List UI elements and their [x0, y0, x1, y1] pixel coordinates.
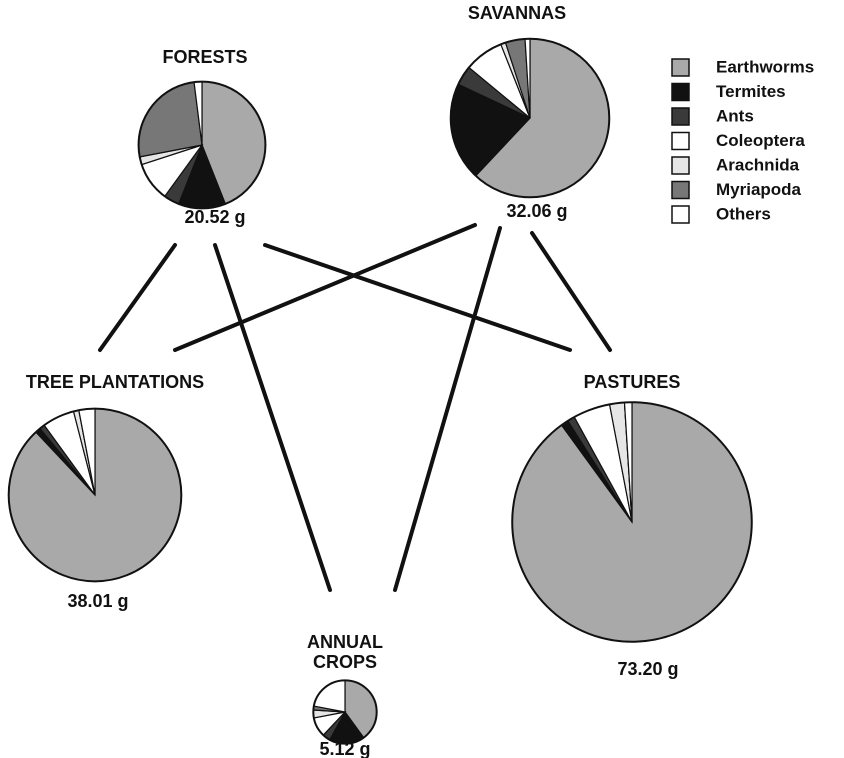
connector — [173, 223, 477, 352]
pie-total: 38.01 g — [67, 591, 128, 611]
pie-total: 5.12 g — [319, 739, 370, 758]
legend-label: Others — [716, 204, 771, 223]
legend-label: Coleoptera — [716, 131, 805, 150]
pie-total: 32.06 g — [506, 201, 567, 221]
legend-swatch — [671, 131, 690, 151]
connector — [98, 243, 177, 352]
legend-label: Earthworms — [716, 57, 814, 76]
pie-total: 73.20 g — [617, 659, 678, 679]
legend-label: Termites — [716, 82, 786, 101]
pie-outline — [7, 407, 183, 583]
connector — [213, 243, 332, 592]
legend-swatch — [671, 180, 690, 200]
pie-title: SAVANNAS — [468, 3, 566, 23]
pie-outline — [449, 37, 611, 199]
connector — [393, 226, 502, 592]
pie-title: CROPS — [313, 652, 377, 672]
legend-swatch — [671, 107, 690, 126]
pie-total: 20.52 g — [184, 207, 245, 227]
connections — [98, 223, 612, 592]
legend-swatch — [671, 156, 690, 175]
pie-slice — [137, 81, 203, 158]
pie-outline — [312, 679, 378, 745]
pie-title: TREE PLANTATIONS — [26, 372, 204, 392]
legend-swatch — [671, 58, 690, 77]
legend-label: Ants — [716, 106, 754, 125]
connector — [263, 243, 572, 352]
legend-label: Arachnida — [716, 155, 800, 174]
pie-title: FORESTS — [162, 47, 247, 67]
legend-swatch — [671, 205, 690, 224]
legend-swatch — [671, 82, 690, 102]
pie-outline — [511, 401, 753, 643]
connector — [530, 231, 612, 352]
pie-title: ANNUAL — [307, 632, 383, 652]
legend-label: Myriapoda — [716, 180, 802, 199]
pie-outline — [137, 80, 267, 210]
pie-title: PASTURES — [584, 372, 681, 392]
